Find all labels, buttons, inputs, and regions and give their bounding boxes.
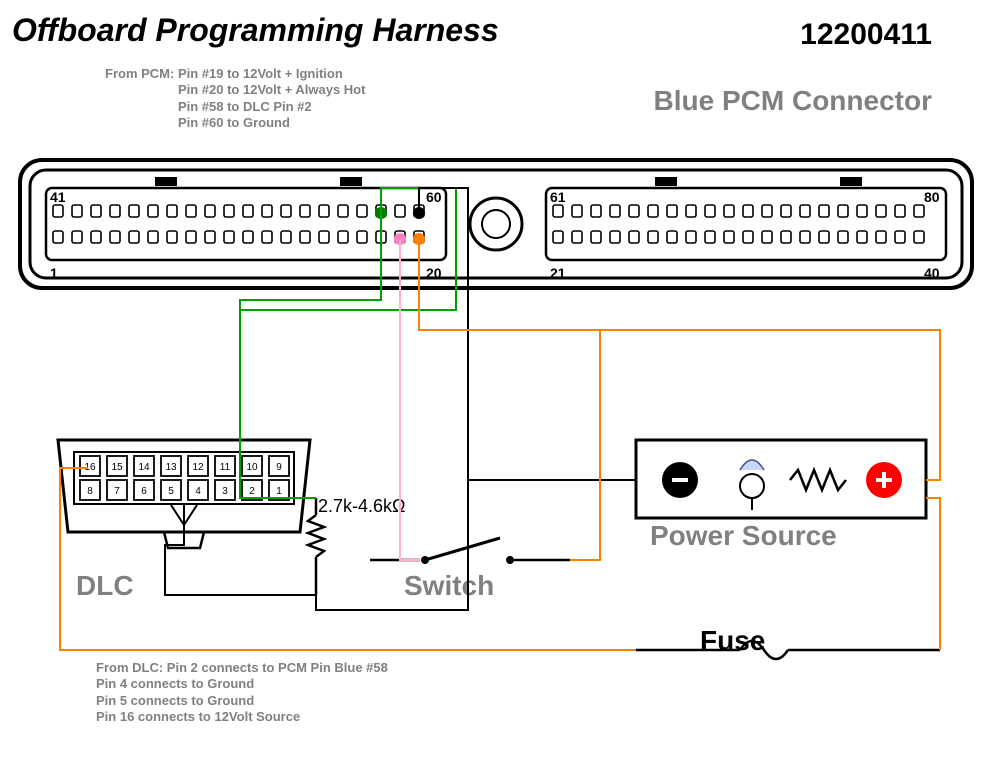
dlc-ground-branch xyxy=(184,505,197,525)
svg-text:14: 14 xyxy=(138,462,150,473)
wire-orange-fuse-to-plus xyxy=(926,498,940,650)
wire-orange-main xyxy=(419,239,940,480)
svg-text:11: 11 xyxy=(220,462,231,473)
pin-label-40: 40 xyxy=(924,265,940,281)
wire-green xyxy=(240,170,387,498)
pullup-resistor xyxy=(308,498,324,595)
dlc-ground-branch xyxy=(171,505,184,525)
pin-label-41: 41 xyxy=(50,189,66,205)
power-source-box xyxy=(636,440,926,518)
svg-text:7: 7 xyxy=(114,486,120,497)
pin-label-20: 20 xyxy=(426,265,442,281)
svg-text:13: 13 xyxy=(165,462,177,473)
svg-text:1: 1 xyxy=(276,486,282,497)
wire-orange-switch xyxy=(570,330,600,560)
svg-text:15: 15 xyxy=(111,462,123,473)
fuse-symbol xyxy=(636,641,940,659)
svg-text:4: 4 xyxy=(195,486,201,497)
svg-text:9: 9 xyxy=(276,462,282,473)
svg-text:3: 3 xyxy=(222,486,228,497)
resistor-icon xyxy=(790,470,846,490)
svg-text:2: 2 xyxy=(249,486,255,497)
pin-label-21: 21 xyxy=(550,265,566,281)
svg-text:6: 6 xyxy=(141,486,147,497)
led-icon xyxy=(740,460,764,510)
svg-text:12: 12 xyxy=(192,462,204,473)
pin-label-61: 61 xyxy=(550,189,566,205)
wire-black xyxy=(419,188,636,480)
svg-text:10: 10 xyxy=(246,462,258,473)
pcm-connector: 41 60 61 80 1 20 21 40 xyxy=(20,160,972,288)
pin-label-60: 60 xyxy=(426,189,442,205)
svg-text:8: 8 xyxy=(87,486,93,497)
pin-label-80: 80 xyxy=(924,189,940,205)
svg-text:5: 5 xyxy=(168,486,174,497)
pin-label-1: 1 xyxy=(50,265,58,281)
wiring-diagram: 41 60 61 80 1 20 21 40 16815714613512411… xyxy=(0,0,992,770)
